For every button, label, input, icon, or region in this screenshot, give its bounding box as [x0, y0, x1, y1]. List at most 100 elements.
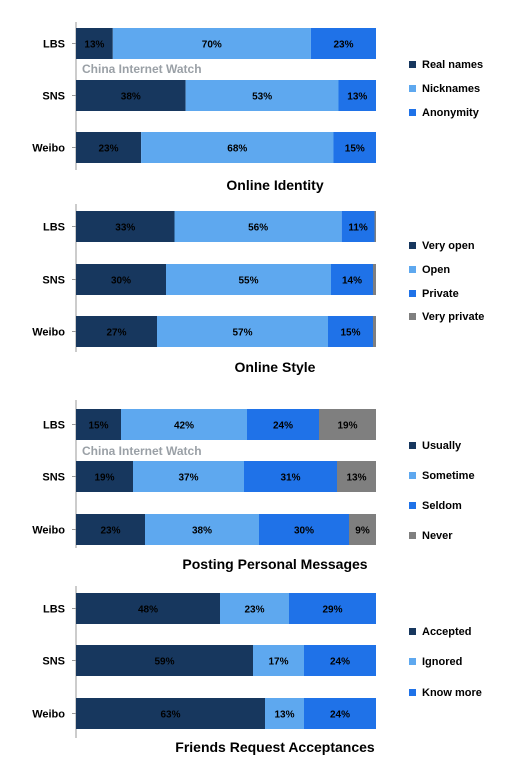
data-label: 42% [174, 421, 194, 432]
bar-segment-private [331, 264, 373, 295]
bar-segment-seldom [247, 409, 319, 440]
category-label: SNS [42, 472, 65, 484]
data-label: 70% [202, 40, 222, 51]
bar-segment-ignored [220, 593, 289, 624]
legend-swatch [409, 313, 416, 320]
bar-segment-sometime [133, 461, 244, 492]
bar-segment-ignored [253, 645, 304, 676]
bar-segment-open [157, 316, 328, 347]
category-label: SNS [42, 656, 65, 668]
legend-label: Nicknames [422, 83, 480, 95]
bar-segment-nicknames [185, 80, 339, 111]
bar-segment-never [349, 514, 376, 545]
data-label: 23% [100, 526, 120, 537]
bar-segment-never [319, 409, 376, 440]
legend-label: Very open [422, 240, 475, 252]
data-label: 14% [342, 276, 362, 287]
legend-swatch [409, 242, 416, 249]
bar-segment-know-more [304, 645, 376, 676]
legend-swatch [409, 442, 416, 449]
data-label: 24% [273, 421, 293, 432]
legend-label: Private [422, 288, 459, 300]
data-label: 13% [84, 40, 104, 51]
data-label: 38% [192, 526, 212, 537]
bar-segment-usually [76, 461, 133, 492]
data-label: 68% [227, 144, 247, 155]
bar-segment-real-names [76, 28, 113, 59]
bar-segment-ignored [265, 698, 304, 729]
legend-swatch [409, 109, 416, 116]
bar-segment-anonymity [333, 132, 376, 163]
data-label: 53% [252, 92, 272, 103]
data-label: 27% [106, 328, 126, 339]
bar-segment-accepted [76, 698, 265, 729]
bar-segment-usually [76, 409, 121, 440]
data-label: 59% [154, 657, 174, 668]
data-label: 23% [98, 144, 118, 155]
category-label: Weibo [32, 143, 65, 155]
data-label: 38% [121, 92, 141, 103]
legend-swatch [409, 689, 416, 696]
bar-segment-anonymity [310, 28, 376, 59]
data-label: 48% [138, 605, 158, 616]
bar-segment-usually [76, 514, 145, 545]
data-label: 30% [111, 276, 131, 287]
category-label: SNS [42, 275, 65, 287]
data-label: 55% [238, 276, 258, 287]
bar-segment-very-private [373, 316, 376, 347]
chart-panel-2: LBS 33% 56% 11% SNS 30% 55% 14% Weibo 27% 57% 15% Ve… [32, 204, 484, 375]
bar-segment-very-open [76, 264, 166, 295]
category-label: Weibo [32, 709, 65, 721]
data-label: 30% [294, 526, 314, 537]
bar-segment-anonymity [338, 80, 376, 111]
legend-label: Know more [422, 687, 482, 699]
legend-swatch [409, 502, 416, 509]
category-label: SNS [42, 91, 65, 103]
data-label: 56% [248, 223, 268, 234]
category-label: LBS [43, 222, 65, 234]
chart-panel-1: LBS 13% 70% 23% SNS 38% 53% 13% Weibo 23% 68% 15% Re… [32, 22, 483, 193]
data-label: 29% [322, 605, 342, 616]
legend-swatch [409, 658, 416, 665]
data-label: 19% [94, 473, 114, 484]
chart-panel-4: LBS 48% 23% 29% SNS 59% 17% 24% Weibo 63% 13% 24% Ac… [32, 586, 482, 755]
data-label: 15% [340, 328, 360, 339]
bar-segment-open [174, 211, 342, 242]
category-label: LBS [43, 39, 65, 51]
legend-label: Very private [422, 311, 484, 323]
chart-title: Posting Personal Messages [182, 556, 367, 572]
bar-segment-very-private [374, 211, 376, 242]
data-label: 63% [160, 710, 180, 721]
legend-swatch [409, 532, 416, 539]
data-label: 23% [333, 40, 353, 51]
data-label: 57% [232, 328, 252, 339]
data-label: 17% [268, 657, 288, 668]
legend-label: Sometime [422, 470, 475, 482]
bar-segment-know-more [304, 698, 376, 729]
bar-segment-private [328, 316, 373, 347]
bar-segment-sometime [145, 514, 259, 545]
watermark: China Internet Watch [82, 62, 202, 76]
bar-segment-accepted [76, 593, 220, 624]
data-label: 15% [88, 421, 108, 432]
bar-segment-open [166, 264, 331, 295]
legend-swatch [409, 61, 416, 68]
data-label: 19% [337, 421, 357, 432]
legend-label: Accepted [422, 626, 472, 638]
bar-segment-real-names [76, 132, 142, 163]
data-label: 24% [330, 657, 350, 668]
chart-title: Online Style [235, 359, 316, 375]
category-label: LBS [43, 604, 65, 616]
data-label: 13% [346, 473, 366, 484]
bar-segment-private [341, 211, 375, 242]
category-label: Weibo [32, 525, 65, 537]
data-label: 13% [274, 710, 294, 721]
legend-swatch [409, 290, 416, 297]
data-label: 37% [178, 473, 198, 484]
data-label: 33% [115, 223, 135, 234]
legend-swatch [409, 628, 416, 635]
legend-swatch [409, 472, 416, 479]
legend-label: Seldom [422, 500, 462, 512]
legend-label: Ignored [422, 656, 462, 668]
